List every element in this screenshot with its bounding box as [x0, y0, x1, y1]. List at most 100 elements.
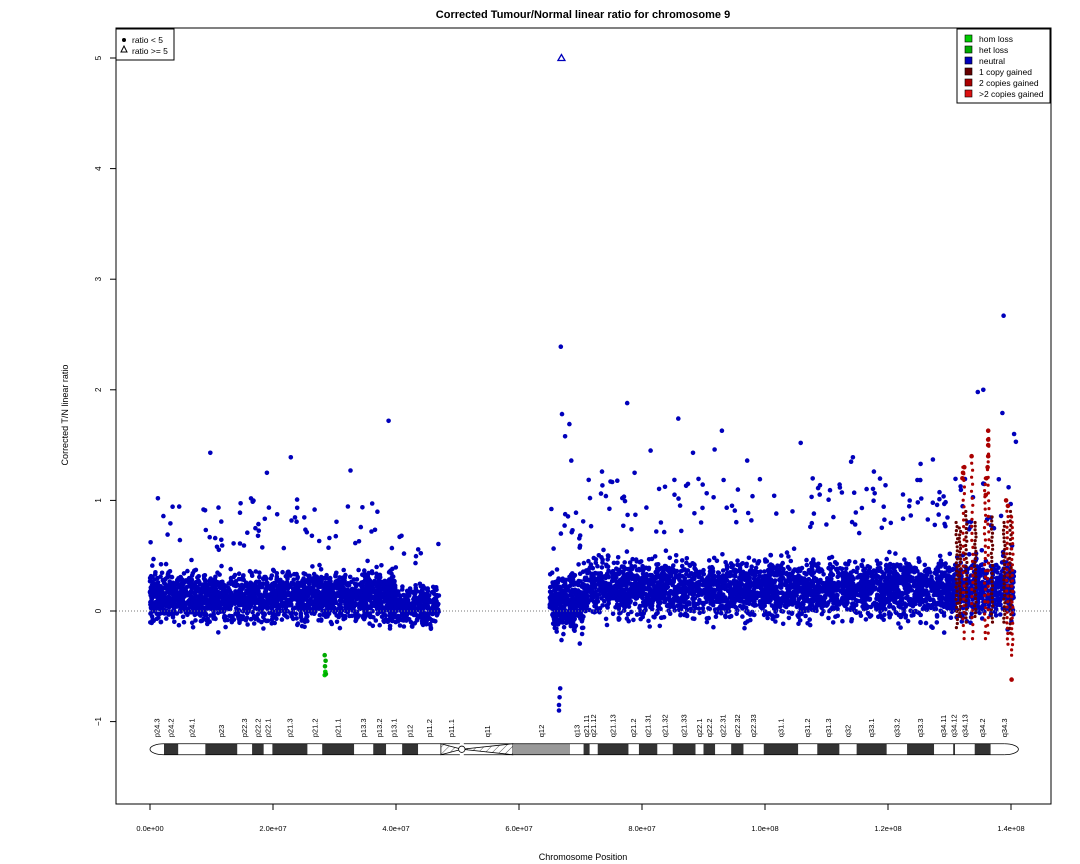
data-point	[292, 571, 297, 577]
data-point	[158, 584, 163, 589]
data-point	[547, 572, 553, 577]
data-point	[208, 576, 213, 581]
data-point	[600, 483, 605, 488]
data-point	[278, 577, 283, 583]
data-point	[833, 614, 838, 619]
data-point	[572, 573, 578, 578]
data-point	[374, 592, 380, 598]
data-point	[599, 565, 605, 570]
data-point	[412, 605, 417, 611]
data-point	[316, 618, 321, 623]
data-point	[567, 619, 573, 625]
data-point	[333, 533, 339, 539]
data-point	[203, 527, 209, 533]
data-point	[383, 613, 389, 618]
data-point	[190, 625, 196, 630]
data-point	[434, 608, 439, 613]
data-point	[226, 581, 231, 586]
data-point	[859, 505, 865, 511]
data-point	[403, 617, 409, 622]
data-point	[333, 573, 338, 579]
data-point	[219, 563, 224, 569]
data-point	[588, 523, 594, 529]
data-point	[824, 522, 829, 527]
data-point	[216, 630, 221, 635]
data-point	[415, 547, 421, 552]
data-point	[419, 611, 424, 616]
data-point	[577, 571, 583, 576]
data-point	[253, 525, 258, 531]
data-point	[550, 596, 555, 601]
data-point	[369, 501, 375, 506]
data-point	[750, 493, 755, 499]
data-point	[205, 582, 211, 587]
data-point	[262, 612, 268, 617]
data-point	[250, 595, 256, 601]
data-point	[170, 580, 176, 586]
data-point	[561, 604, 566, 610]
data-point	[372, 527, 378, 533]
data-point	[936, 512, 941, 517]
data-point	[413, 583, 418, 588]
data-point	[271, 568, 277, 574]
data-point	[399, 533, 404, 539]
data-point	[425, 586, 431, 591]
data-point	[553, 616, 559, 622]
data-point	[735, 558, 740, 563]
data-point	[856, 530, 862, 536]
data-point	[354, 582, 360, 587]
data-point	[413, 553, 419, 559]
data-point	[158, 574, 163, 579]
data-point	[852, 559, 858, 565]
data-point	[882, 517, 887, 522]
data-point	[220, 598, 226, 604]
data-point	[790, 509, 795, 514]
data-point	[942, 521, 947, 527]
data-point	[253, 581, 258, 586]
data-point	[580, 625, 586, 631]
data-point	[870, 486, 876, 492]
data-point	[378, 591, 384, 596]
data-point	[558, 531, 564, 536]
data-point	[241, 543, 247, 548]
data-point	[235, 582, 240, 588]
data-point	[662, 484, 668, 490]
data-point	[245, 598, 250, 603]
data-point	[249, 584, 254, 589]
data-point	[804, 557, 809, 563]
data-point	[644, 505, 649, 510]
data-point	[734, 519, 739, 525]
data-point	[311, 571, 317, 577]
data-point	[242, 591, 248, 597]
data-point	[222, 618, 228, 623]
data-point	[365, 558, 370, 564]
data-point	[573, 592, 578, 597]
data-point	[182, 600, 188, 606]
data-point	[317, 581, 322, 586]
data-point	[581, 560, 587, 566]
data-point	[698, 520, 704, 525]
data-point	[240, 573, 246, 579]
data-point	[554, 567, 560, 572]
data-point	[431, 618, 436, 623]
data-point	[260, 545, 265, 550]
data-point	[322, 575, 328, 581]
data-point	[288, 573, 293, 578]
data-point	[212, 535, 218, 541]
data-point	[375, 611, 380, 617]
data-point	[241, 577, 246, 583]
data-point	[353, 540, 358, 546]
data-point	[299, 623, 305, 629]
data-point	[341, 594, 347, 600]
data-point	[607, 506, 612, 512]
data-point	[937, 553, 943, 559]
data-point	[815, 485, 821, 491]
data-point	[391, 584, 396, 589]
data-point	[249, 570, 254, 576]
data-point	[345, 504, 351, 509]
data-point	[255, 533, 261, 539]
data-point	[808, 524, 813, 530]
data-point	[692, 511, 697, 516]
data-point	[186, 580, 191, 585]
